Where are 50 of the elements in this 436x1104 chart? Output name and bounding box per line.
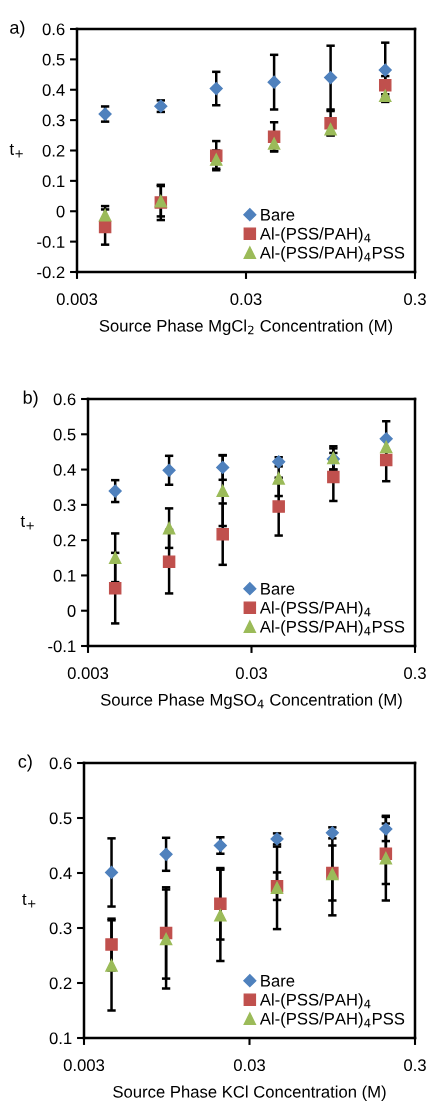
legend-label: Al-(PSS/PAH)$_{4}$PSS: [259, 246, 405, 262]
y-tick-label: -0.1: [37, 236, 65, 248]
y-tick-label: 0.5: [53, 428, 76, 441]
x-axis-title: Source Phase MgSO$_{4}$ Concentration (M): [100, 693, 402, 710]
y-tick-label: 0.6: [53, 393, 76, 406]
x-tick-label: 0.3: [404, 667, 426, 680]
y-tick-label: 0.2: [49, 977, 72, 990]
y-axis-title: t$_{+}$: [20, 515, 34, 530]
y-tick-label: 0.1: [42, 175, 65, 188]
y-tick-label: 0.1: [53, 569, 76, 582]
y-tick-label: 0.4: [49, 867, 72, 880]
x-tick-label: 0.03: [233, 1059, 265, 1072]
x-tick-label: 0.03: [235, 667, 267, 680]
legend-label: Bare: [261, 583, 295, 595]
x-tick-label: 0.003: [63, 1059, 105, 1072]
y-tick-label: 0.2: [53, 534, 76, 547]
y-tick-label: 0.1: [49, 1032, 72, 1045]
legend-label: Al-(PSS/PAH)$_{4}$: [259, 993, 371, 1009]
y-tick-label: 0.6: [42, 23, 65, 36]
x-tick-label: 0.03: [230, 293, 262, 306]
legend-label: Al-(PSS/PAH)$_{4}$PSS: [259, 1012, 405, 1028]
x-tick-label: 0.3: [404, 1059, 426, 1072]
y-tick-label: -0.2: [37, 266, 65, 279]
y-tick-label: 0: [67, 605, 76, 617]
y-tick-label: 0.5: [49, 812, 72, 825]
y-tick-label: 0.3: [42, 114, 65, 127]
y-tick-label: -0.1: [48, 640, 76, 653]
legend-label: Bare: [261, 975, 295, 987]
x-tick-label: 0.3: [404, 293, 426, 306]
y-axis-title: t$_{+}$: [22, 893, 36, 908]
y-tick-label: 0: [56, 205, 65, 218]
x-axis-title: Source Phase MgCl$_{2}$ Concentration (M): [99, 319, 393, 336]
legend-label: Al-(PSS/PAH)$_{4}$: [259, 601, 371, 617]
x-axis-title: Source Phase KCl Concentration (M): [113, 1085, 386, 1102]
y-tick-label: 0.6: [49, 757, 72, 770]
legend-label: Bare: [261, 209, 295, 221]
y-tick-label: 0.5: [42, 53, 65, 66]
y-axis-title: t$_{+}$: [9, 143, 23, 158]
x-tick-label: 0.003: [56, 293, 98, 306]
text: a): [10, 20, 25, 38]
x-tick-label: 0.003: [67, 667, 109, 680]
y-tick-label: 0.4: [42, 84, 65, 96]
y-tick-label: 0.3: [49, 922, 72, 935]
legend-label: Al-(PSS/PAH)$_{4}$PSS: [259, 620, 405, 636]
y-tick-label: 0.2: [42, 144, 65, 157]
y-tick-label: 0.3: [53, 499, 76, 512]
y-tick-label: 0.4: [53, 463, 76, 476]
legend-label: Al-(PSS/PAH)$_{4}$: [259, 227, 371, 243]
text: c): [18, 754, 32, 772]
text: b): [23, 390, 38, 408]
